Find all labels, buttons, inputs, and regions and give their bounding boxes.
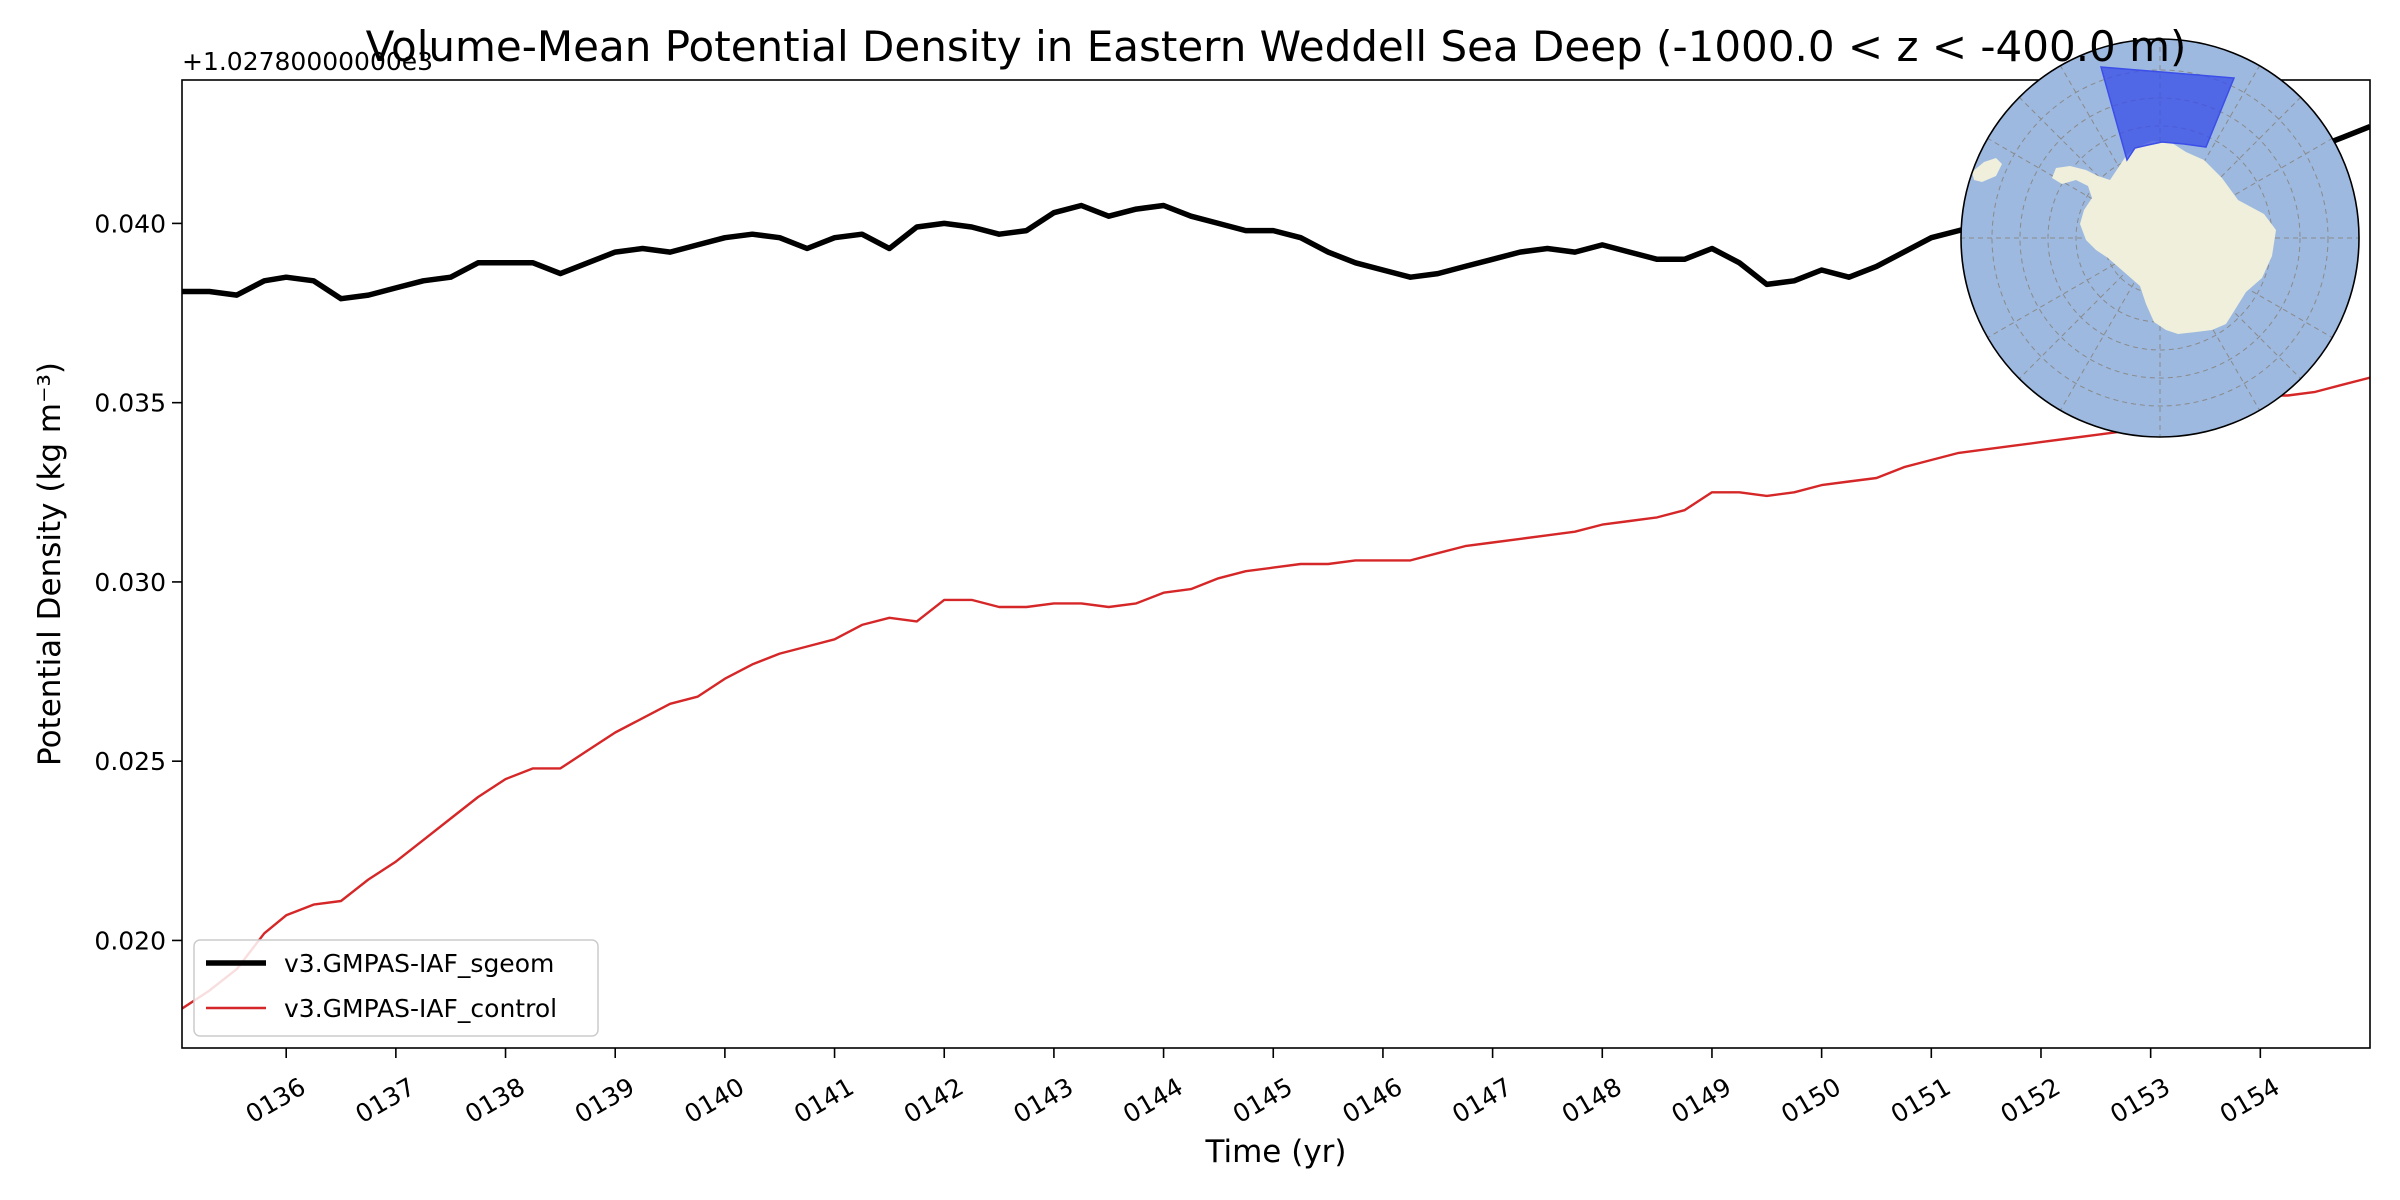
x-tick-label: 0151 (1886, 1072, 1956, 1129)
legend-label-control: v3.GMPAS-IAF_control (284, 994, 557, 1023)
y-axis: 0.020 0.025 0.030 0.035 0.040 (94, 209, 182, 955)
map-border (1960, 38, 2360, 438)
inset-map (1960, 38, 2360, 438)
x-tick-label: 0149 (1667, 1072, 1737, 1129)
y-tick-label: 0.035 (94, 389, 166, 418)
x-tick-label: 0146 (1338, 1072, 1408, 1129)
x-tick-label: 0147 (1447, 1072, 1517, 1129)
x-axis: 0136 0137 0138 0139 0140 0141 0142 0143 0144 0145… (241, 1048, 2285, 1129)
y-tick-label: 0.030 (94, 568, 166, 597)
x-tick-label: 0144 (1118, 1072, 1188, 1129)
legend: v3.GMPAS-IAF_sgeom v3.GMPAS-IAF_control (193, 939, 599, 1037)
x-tick-label: 0154 (2215, 1072, 2285, 1129)
x-tick-label: 0139 (570, 1072, 640, 1129)
y-tick-label: 0.025 (94, 747, 166, 776)
x-tick-label: 0138 (460, 1072, 530, 1129)
y-offset-label: +1.02780000000e3 (182, 47, 433, 76)
x-tick-label: 0153 (2105, 1072, 2175, 1129)
x-tick-label: 0152 (1996, 1072, 2066, 1129)
eastern-weddell-sea-region (2099, 66, 2236, 162)
plot-frame (181, 79, 2371, 1049)
legend-label-sgeom: v3.GMPAS-IAF_sgeom (284, 949, 554, 978)
x-tick-label: 0150 (1776, 1072, 1846, 1129)
antarctica-landmass (2052, 141, 2276, 334)
legend-box (193, 939, 599, 1037)
y-axis-label: Potential Density (kg m⁻³) (32, 362, 68, 766)
x-tick-label: 0141 (789, 1072, 859, 1129)
x-tick-label: 0148 (1557, 1072, 1627, 1129)
chart-title: Volume-Mean Potential Density in Eastern… (366, 22, 2187, 71)
y-tick-label: 0.040 (94, 209, 166, 238)
series-line-1 (182, 376, 2370, 1010)
x-tick-label: 0136 (241, 1072, 311, 1129)
south-america-tip (1972, 158, 2002, 182)
x-tick-label: 0145 (1228, 1072, 1298, 1129)
x-tick-label: 0142 (899, 1072, 969, 1129)
x-axis-label: Time (yr) (1205, 1134, 1347, 1170)
y-tick-label: 0.020 (94, 926, 166, 955)
x-tick-label: 0137 (350, 1072, 420, 1129)
x-tick-label: 0143 (1009, 1072, 1079, 1129)
x-tick-label: 0140 (679, 1072, 749, 1129)
